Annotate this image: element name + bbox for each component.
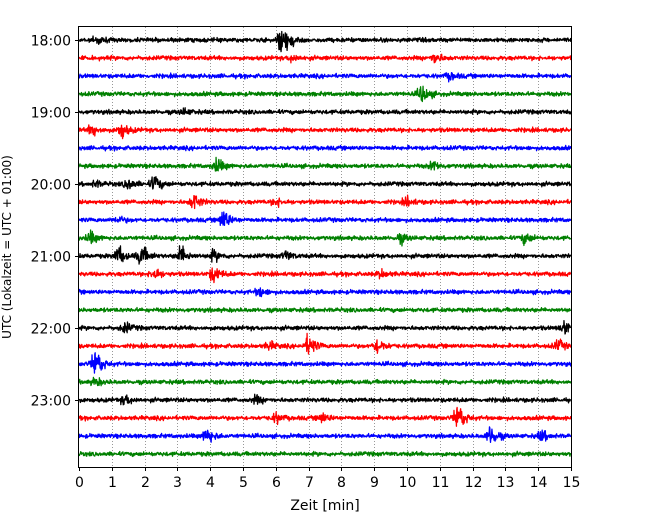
trace-line — [78, 144, 572, 152]
trace-line — [78, 245, 572, 265]
x-tick-label: 2 — [141, 475, 150, 491]
trace-line — [78, 267, 572, 284]
trace-line — [78, 376, 572, 387]
x-tick-label: 12 — [465, 475, 483, 491]
trace-line — [78, 124, 572, 140]
x-tick-label: 7 — [305, 475, 314, 491]
y-tick-label: 22:00 — [31, 322, 71, 338]
y-tick-label: 19:00 — [31, 106, 71, 122]
x-tick-label: 13 — [497, 475, 515, 491]
trace-line — [78, 156, 572, 172]
y-axis-label: UTC (Lokalzeit = UTC + 01:00) — [0, 155, 14, 339]
trace-line — [78, 332, 572, 355]
trace-line — [78, 352, 572, 374]
trace-line — [78, 426, 572, 443]
x-tick-label: 6 — [272, 475, 281, 491]
x-tick-label: 14 — [530, 475, 548, 491]
x-axis-label: Zeit [min] — [290, 498, 359, 514]
x-tick-label: 8 — [337, 475, 346, 491]
y-tick-label: 21:00 — [31, 250, 71, 266]
x-tick-label: 15 — [563, 475, 581, 491]
plot-frame — [78, 26, 572, 468]
trace-line — [78, 450, 572, 458]
trace-line — [78, 229, 572, 247]
trace-line — [78, 53, 572, 64]
y-tick-label: 18:00 — [31, 34, 71, 50]
x-tick-label: 10 — [399, 475, 417, 491]
trace-line — [78, 393, 572, 406]
y-tick-label: 20:00 — [31, 178, 71, 194]
trace-line — [78, 107, 572, 116]
x-tick-label: 11 — [432, 475, 450, 491]
y-axis: 18:00 19:00 20:00 21:00 22:00 23:00 — [31, 34, 79, 410]
trace-line — [78, 30, 572, 53]
trace-line — [78, 406, 572, 427]
x-tick-label: 9 — [370, 475, 379, 491]
trace-line — [78, 287, 572, 298]
grid-lines — [112, 27, 539, 467]
trace-line — [78, 306, 572, 314]
trace-line — [78, 176, 572, 190]
x-axis: 0 1 2 3 4 5 6 7 8 9 10 11 12 13 14 15 — [75, 467, 580, 491]
x-tick-label: 3 — [173, 475, 182, 491]
trace-line — [78, 85, 572, 103]
trace-line — [78, 319, 572, 335]
x-tick-label: 0 — [75, 475, 84, 491]
trace-line — [78, 194, 572, 210]
x-tick-label: 1 — [108, 475, 117, 491]
y-tick-label: 23:00 — [31, 394, 71, 410]
trace-line — [78, 211, 572, 227]
trace-line — [78, 71, 572, 83]
trace-group — [78, 30, 572, 458]
x-tick-label: 5 — [239, 475, 248, 491]
x-tick-label: 4 — [206, 475, 215, 491]
